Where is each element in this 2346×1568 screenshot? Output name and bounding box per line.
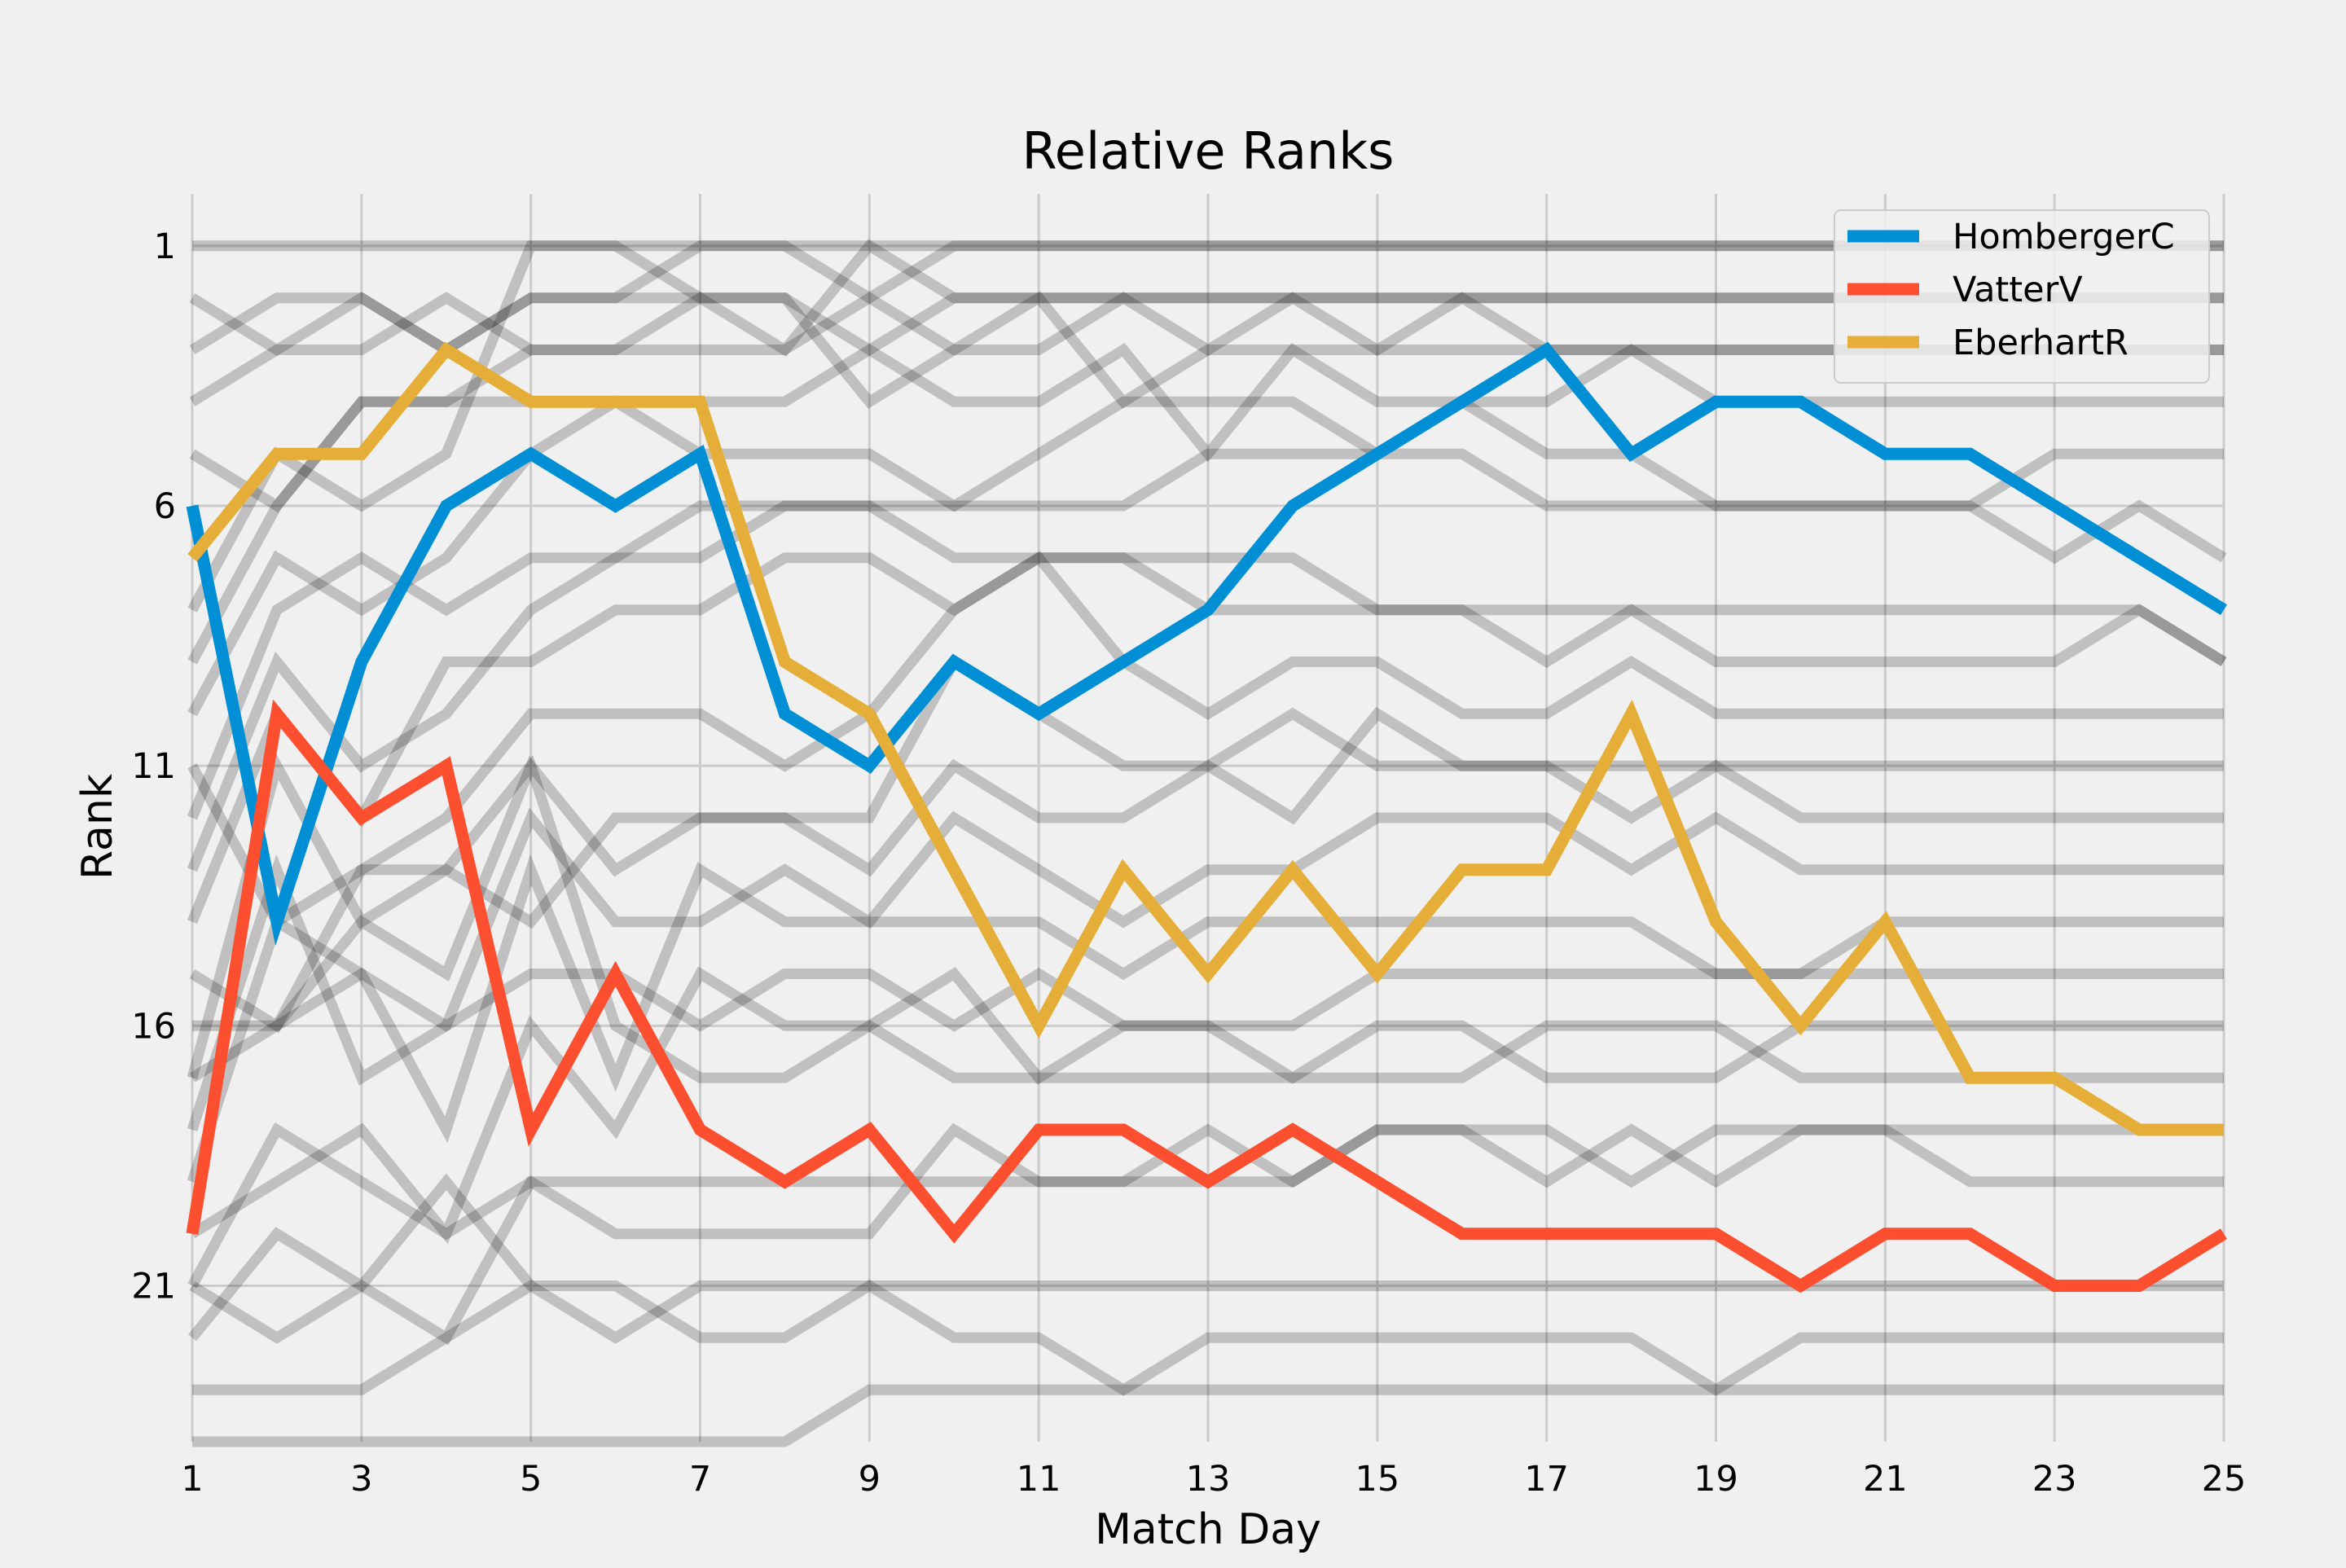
x-tick-label-17: 17 [1524,1459,1569,1500]
x-tick-label-15: 15 [1355,1459,1399,1500]
y-tick-label-11: 11 [131,746,176,787]
x-tick-label-9: 9 [859,1459,881,1500]
background-series-line-22 [187,1173,2224,1344]
series-line-eberhartr [187,341,2224,1136]
background-series-line-10 [187,500,2227,872]
background-series-line-23 [192,1279,2224,1396]
background-series-line-12 [189,551,2224,1034]
legend-label-vatterv: VatterV [1953,270,2083,310]
background-series-line-20 [187,1122,2224,1289]
y-tick-label-1: 1 [154,226,176,267]
x-tick-label-25: 25 [2202,1459,2247,1500]
y-tick-label-21: 21 [131,1267,176,1307]
x-tick-label-5: 5 [520,1459,542,1500]
background-series-line-18 [187,754,2224,1085]
x-tick-label-11: 11 [1017,1459,1061,1500]
highlighted-series-group [186,341,2227,1293]
x-tick-label-23: 23 [2032,1459,2077,1500]
background-series-line-19 [189,966,2224,1245]
background-series-line-14 [187,706,2224,1079]
background-series-line-15 [187,807,2224,1132]
legend-label-hombergerc: HombergerC [1953,217,2175,257]
x-tick-label-1: 1 [181,1459,203,1500]
x-tick-label-3: 3 [350,1459,372,1500]
series-line-vatterv [186,699,2227,1293]
x-tick-label-7: 7 [689,1459,711,1500]
x-tick-label-19: 19 [1694,1459,1738,1500]
chart-title: Relative Ranks [1022,121,1395,181]
background-series-line-9 [187,448,2227,820]
x-tick-labels: 1 3 5 7 9 11 13 15 17 19 21 23 25 [181,1459,2246,1500]
legend-label-eberhartr: EberhartR [1953,323,2129,363]
background-series-line-13 [192,654,2224,1031]
y-tick-label-16: 16 [131,1006,176,1047]
y-axis-label: Rank [73,774,122,880]
legend: HombergerC VatterV EberhartR [1834,209,2210,384]
y-tick-label-6: 6 [154,486,176,527]
series-line-hombergerc [186,341,2227,947]
legend-box [1834,209,2210,384]
x-tick-label-21: 21 [1863,1459,1908,1500]
x-axis-label: Match Day [1095,1505,1321,1554]
background-series-line-17 [189,967,2224,1083]
x-tick-label-13: 13 [1186,1459,1231,1500]
background-series-line-24 [192,1384,2224,1447]
